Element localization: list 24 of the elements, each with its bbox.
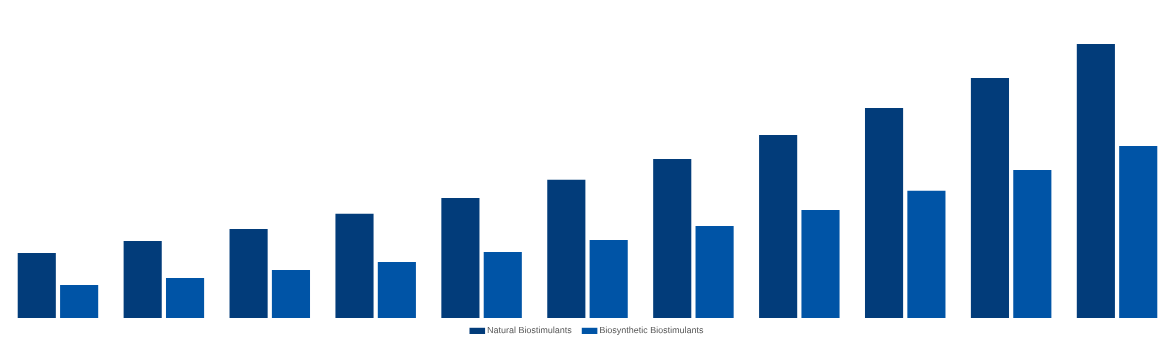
bar [441, 197, 480, 318]
bar [1076, 43, 1115, 318]
bar [970, 77, 1010, 318]
bar [229, 228, 268, 318]
bar [695, 225, 734, 318]
bar [483, 251, 522, 318]
bar [271, 270, 311, 318]
bar [547, 179, 586, 318]
bar [165, 277, 205, 318]
bar [335, 213, 374, 318]
bar [1013, 170, 1052, 318]
bar [60, 285, 99, 318]
bar [123, 240, 162, 318]
bar [759, 134, 798, 318]
bar [907, 190, 946, 318]
legend-label: Natural Biostimulants [487, 326, 572, 334]
bar [653, 159, 692, 318]
bar [377, 262, 416, 318]
bar [589, 239, 628, 318]
bar [864, 108, 904, 318]
bar [1119, 145, 1158, 318]
bar [801, 210, 840, 318]
bar [17, 253, 56, 318]
legend-label: Biosynthetic Biostimulants [600, 326, 704, 335]
